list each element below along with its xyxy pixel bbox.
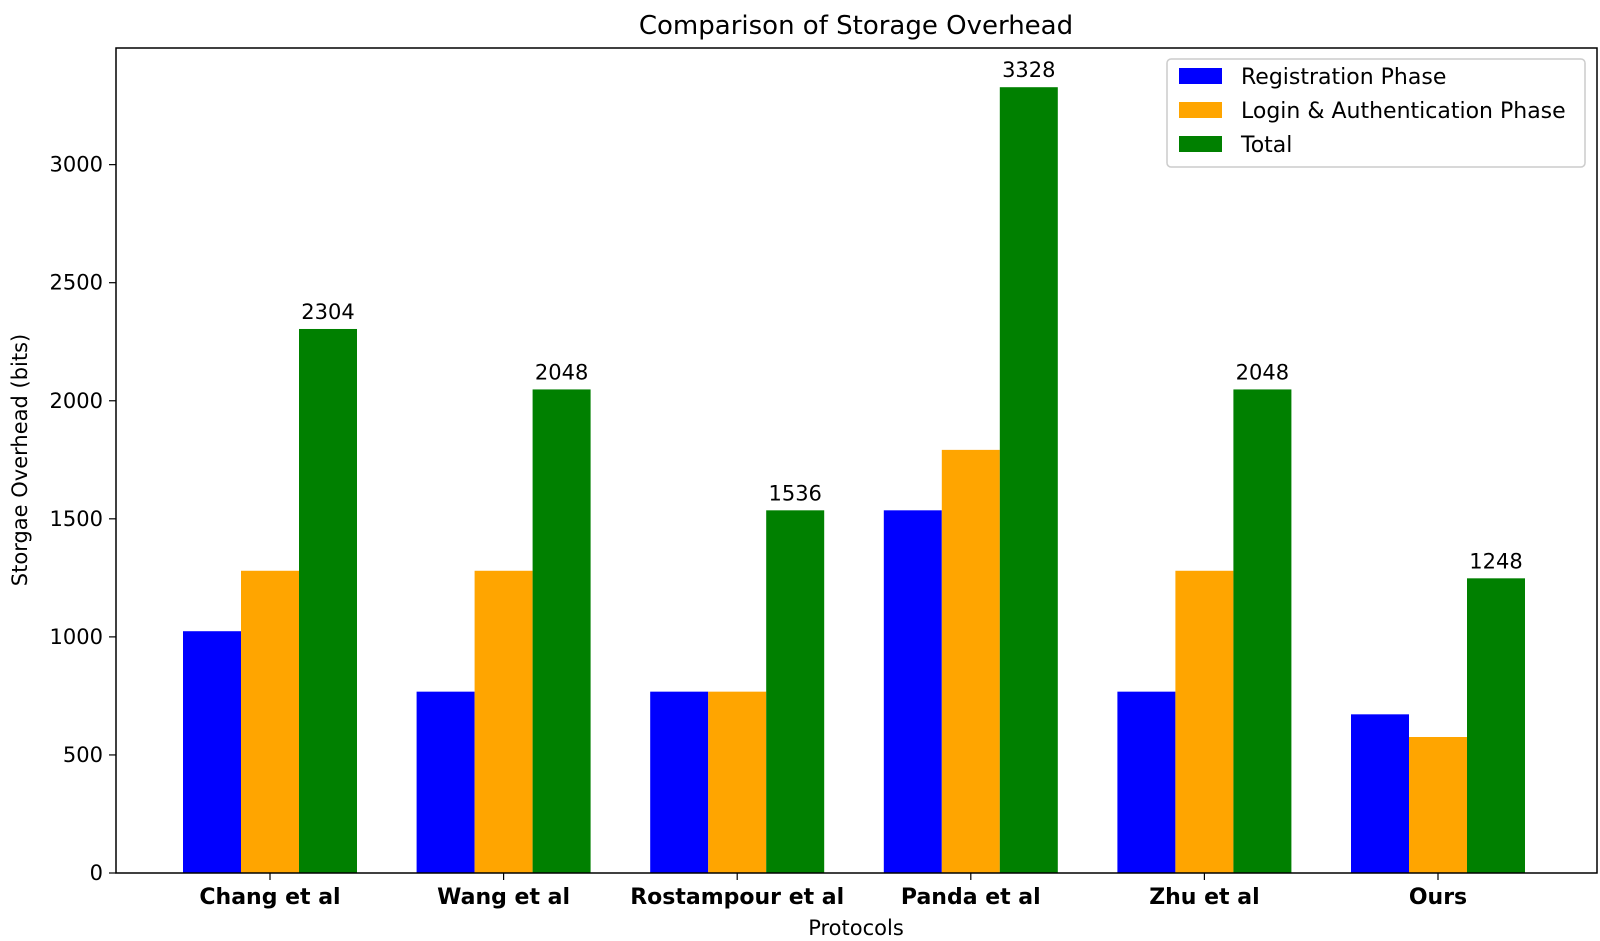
y-axis: 0 500 1000 1500 2000 2500 3000 [50, 153, 116, 885]
x-tick-label-zhu-et-al: Zhu et al [1149, 885, 1259, 910]
y-tick-label: 1500 [50, 507, 103, 531]
y-tick-label: 0 [90, 861, 103, 885]
data-labels-layer: 2304 2048 1536 3328 2048 1248 [301, 58, 1522, 573]
bar-login-authentication-phase-rostampour-et-al [708, 691, 767, 873]
x-axis-title: Protocols [808, 916, 904, 940]
y-tick-label: 2500 [50, 271, 103, 295]
x-tick-label-rostampour-et-al: Rostampour et al [630, 885, 844, 910]
x-tick-label-panda-et-al: Panda et al [901, 885, 1041, 910]
bar-registration-phase-ours [1351, 714, 1409, 873]
bar-total-rostampour-et-al [766, 510, 825, 873]
legend-label-total: Total [1240, 133, 1292, 158]
bar-total-ours [1467, 578, 1525, 873]
data-label-total-rostampour-et-al: 1536 [768, 481, 821, 505]
y-tick-label: 500 [63, 743, 103, 767]
bar-login-authentication-phase-wang-et-al [474, 570, 533, 873]
x-axis: Chang et al Wang et al Rostampour et al Pan… [199, 873, 1467, 910]
bars-layer [183, 87, 1525, 874]
plot-area-frame [115, 47, 1598, 874]
chart-title: Comparison of Storage Overhead [639, 11, 1073, 41]
bar-total-panda-et-al [999, 87, 1058, 873]
data-label-total-chang-et-al: 2304 [301, 300, 354, 324]
legend-label-login-authentication-phase: Login & Authentication Phase [1241, 99, 1566, 124]
bar-login-authentication-phase-panda-et-al [941, 449, 1000, 873]
bar-total-zhu-et-al [1233, 389, 1292, 873]
x-tick-label-ours: Ours [1409, 885, 1467, 910]
data-label-total-panda-et-al: 3328 [1002, 58, 1055, 82]
data-label-total-ours: 1248 [1469, 549, 1522, 573]
legend-label-registration-phase: Registration Phase [1241, 65, 1446, 90]
y-tick-label: 3000 [50, 153, 103, 177]
legend-box [1166, 58, 1586, 168]
legend-swatch-registration-phase [1179, 68, 1222, 84]
legend-swatch-total [1179, 136, 1222, 152]
data-label-total-zhu-et-al: 2048 [1236, 360, 1289, 384]
bar-registration-phase-zhu-et-al [1117, 691, 1176, 873]
x-tick-label-chang-et-al: Chang et al [199, 885, 340, 910]
bar-login-authentication-phase-chang-et-al [241, 570, 299, 873]
bar-total-chang-et-al [299, 328, 357, 874]
legend-swatch-login-authentication-phase [1179, 102, 1222, 118]
bar-total-wang-et-al [532, 389, 591, 873]
bar-login-authentication-phase-ours [1409, 737, 1467, 873]
legend: Registration Phase Login & Authentication… [1166, 58, 1586, 168]
x-tick-label-wang-et-al: Wang et al [437, 885, 570, 910]
data-label-total-wang-et-al: 2048 [535, 360, 588, 384]
bar-login-authentication-phase-zhu-et-al [1175, 570, 1234, 873]
y-tick-label: 1000 [50, 625, 103, 649]
bar-registration-phase-wang-et-al [416, 691, 475, 873]
bar-registration-phase-rostampour-et-al [650, 691, 709, 873]
y-axis-title: Storgae Overhead (bits) [8, 334, 32, 586]
bar-registration-phase-panda-et-al [883, 510, 942, 873]
y-tick-label: 2000 [50, 389, 103, 413]
bar-registration-phase-chang-et-al [183, 631, 241, 873]
